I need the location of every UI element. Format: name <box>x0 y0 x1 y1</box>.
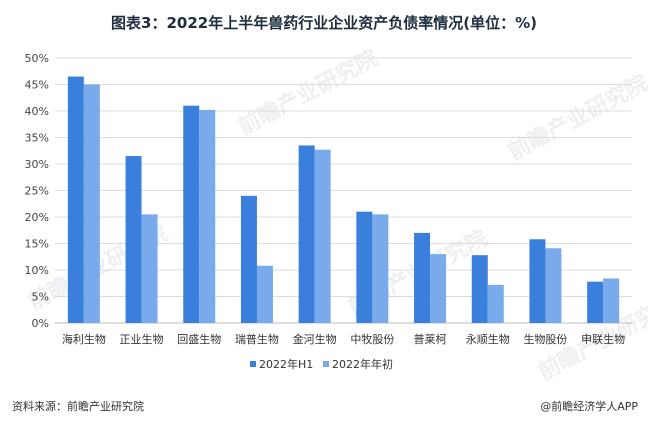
y-tick-label: 0% <box>32 317 49 330</box>
bar-2022-h1 <box>67 76 84 323</box>
bar-2022-begin <box>256 265 273 323</box>
bar-2022-begin <box>372 214 389 323</box>
bar-2022-h1 <box>240 195 257 323</box>
bar-2022-begin <box>199 109 216 323</box>
x-tick-label: 回盛生物 <box>177 332 221 346</box>
x-tick-label: 普莱柯 <box>414 332 447 346</box>
legend-swatch <box>323 361 329 367</box>
y-tick-label: 35% <box>25 132 49 145</box>
legend-label: 2022年H1 <box>259 357 313 371</box>
y-tick-label: 15% <box>25 238 49 251</box>
y-tick-label: 25% <box>25 185 49 198</box>
bar-2022-h1 <box>183 105 200 323</box>
bar-2022-begin <box>314 149 331 323</box>
chart-title: 图表3：2022年上半年兽药行业企业资产负债率情况(单位：%) <box>111 14 537 32</box>
x-tick-label: 正业生物 <box>120 332 164 346</box>
bar-2022-h1 <box>587 281 604 323</box>
x-tick-label: 申联生物 <box>581 332 625 346</box>
y-tick-label: 50% <box>25 52 49 65</box>
bar-2022-h1 <box>471 255 488 323</box>
y-tick-label: 5% <box>32 291 49 304</box>
y-tick-label: 20% <box>25 211 49 224</box>
x-tick-label: 金河生物 <box>293 332 337 346</box>
brand-credit: @前瞻经济学人APP <box>540 400 638 413</box>
bar-2022-begin <box>430 254 447 323</box>
y-tick-label: 10% <box>25 264 49 277</box>
bar-2022-h1 <box>298 145 315 323</box>
x-tick-label: 瑞普生物 <box>235 332 279 346</box>
bar-2022-begin <box>83 84 100 323</box>
bar-2022-h1 <box>414 232 431 323</box>
source-note: 资料来源：前瞻产业研究院 <box>12 400 144 413</box>
legend-swatch <box>250 361 256 367</box>
bar-2022-h1 <box>125 156 142 323</box>
bar-2022-begin <box>545 248 562 323</box>
x-tick-label: 海利生物 <box>62 332 106 346</box>
y-tick-label: 30% <box>25 158 49 171</box>
x-tick-label: 永顺生物 <box>466 332 510 346</box>
x-tick-label: 生物股份 <box>523 332 567 346</box>
legend-label: 2022年年初 <box>332 357 393 371</box>
bar-2022-begin <box>603 278 620 323</box>
y-tick-label: 45% <box>25 79 49 92</box>
bar-2022-h1 <box>529 239 546 323</box>
x-tick-label: 中牧股份 <box>350 332 394 346</box>
bar-2022-begin <box>141 214 158 323</box>
bar-2022-begin <box>487 284 504 323</box>
bar-2022-h1 <box>356 211 373 323</box>
y-tick-label: 40% <box>25 105 49 118</box>
